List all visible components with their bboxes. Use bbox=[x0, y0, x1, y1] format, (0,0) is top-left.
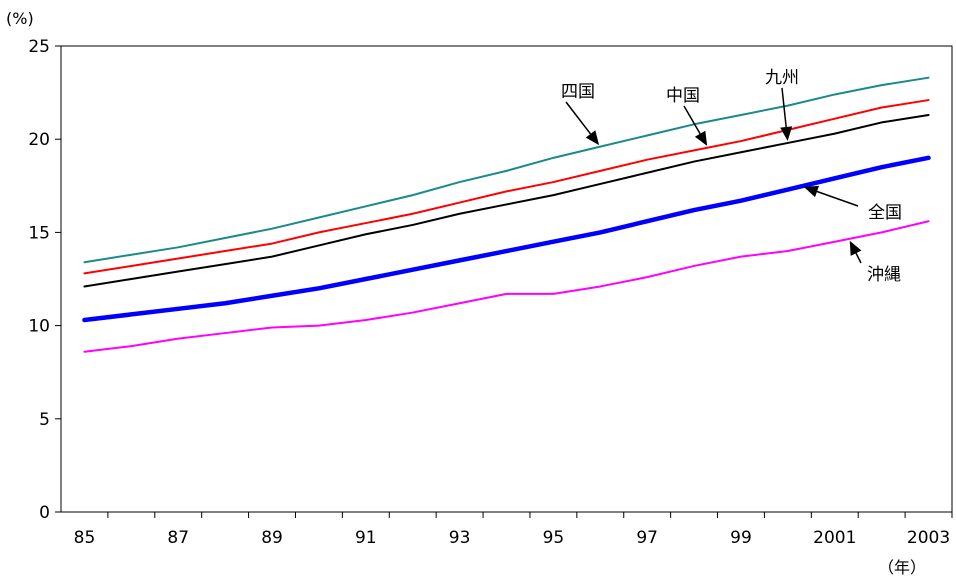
y-tick-label: 25 bbox=[28, 37, 50, 57]
axes bbox=[60, 45, 953, 513]
x-tick-label: 97 bbox=[636, 528, 658, 548]
y-tick-label: 10 bbox=[28, 317, 50, 337]
x-tick-label: 95 bbox=[543, 528, 565, 548]
arrow-head bbox=[803, 185, 820, 198]
y-tick-label: 20 bbox=[28, 130, 50, 150]
series-label: 四国 bbox=[561, 82, 595, 102]
x-tick-label: 87 bbox=[167, 528, 189, 548]
arrow-head bbox=[780, 126, 793, 141]
x-axis-unit-label: （年） bbox=[878, 558, 926, 577]
arrow-shaft bbox=[565, 101, 592, 135]
series-line-4 bbox=[83, 220, 930, 353]
x-tick-label: 99 bbox=[730, 528, 752, 548]
x-tick-label: 2003 bbox=[907, 528, 950, 548]
series-label: 沖縄 bbox=[867, 265, 901, 285]
x-axis-ticks: 85 87 89 91 93 95 97 99 2001 2003 bbox=[74, 512, 953, 548]
y-axis-unit-label: (%) bbox=[6, 9, 34, 28]
series-line-0 bbox=[83, 76, 930, 264]
label-arrows bbox=[565, 87, 862, 264]
x-tick-label: 91 bbox=[355, 528, 377, 548]
y-axis-ticks: 0 5 10 15 20 25 bbox=[28, 37, 61, 523]
x-tick-label: 85 bbox=[74, 528, 96, 548]
arrow-head bbox=[694, 130, 708, 146]
series-line-3 bbox=[82, 155, 931, 323]
series-lines bbox=[82, 76, 931, 353]
series-label: 中国 bbox=[666, 86, 700, 106]
y-tick-label: 0 bbox=[39, 503, 50, 523]
series-line-2 bbox=[83, 113, 930, 288]
arrow-shaft bbox=[781, 87, 787, 128]
y-tick-label: 5 bbox=[39, 410, 50, 430]
x-tick-label: 93 bbox=[449, 528, 471, 548]
plot-frame bbox=[60, 45, 953, 513]
arrow-shaft bbox=[816, 190, 859, 207]
x-tick-label: 89 bbox=[261, 528, 283, 548]
arrow-shaft bbox=[855, 252, 862, 264]
y-tick-label: 15 bbox=[28, 223, 50, 243]
arrow-shaft bbox=[683, 105, 701, 135]
x-tick-label: 2001 bbox=[813, 528, 856, 548]
series-label: 九州 bbox=[765, 68, 799, 88]
arrow-head bbox=[585, 130, 600, 146]
series-label: 全国 bbox=[868, 203, 902, 223]
arrow-head bbox=[849, 240, 862, 256]
